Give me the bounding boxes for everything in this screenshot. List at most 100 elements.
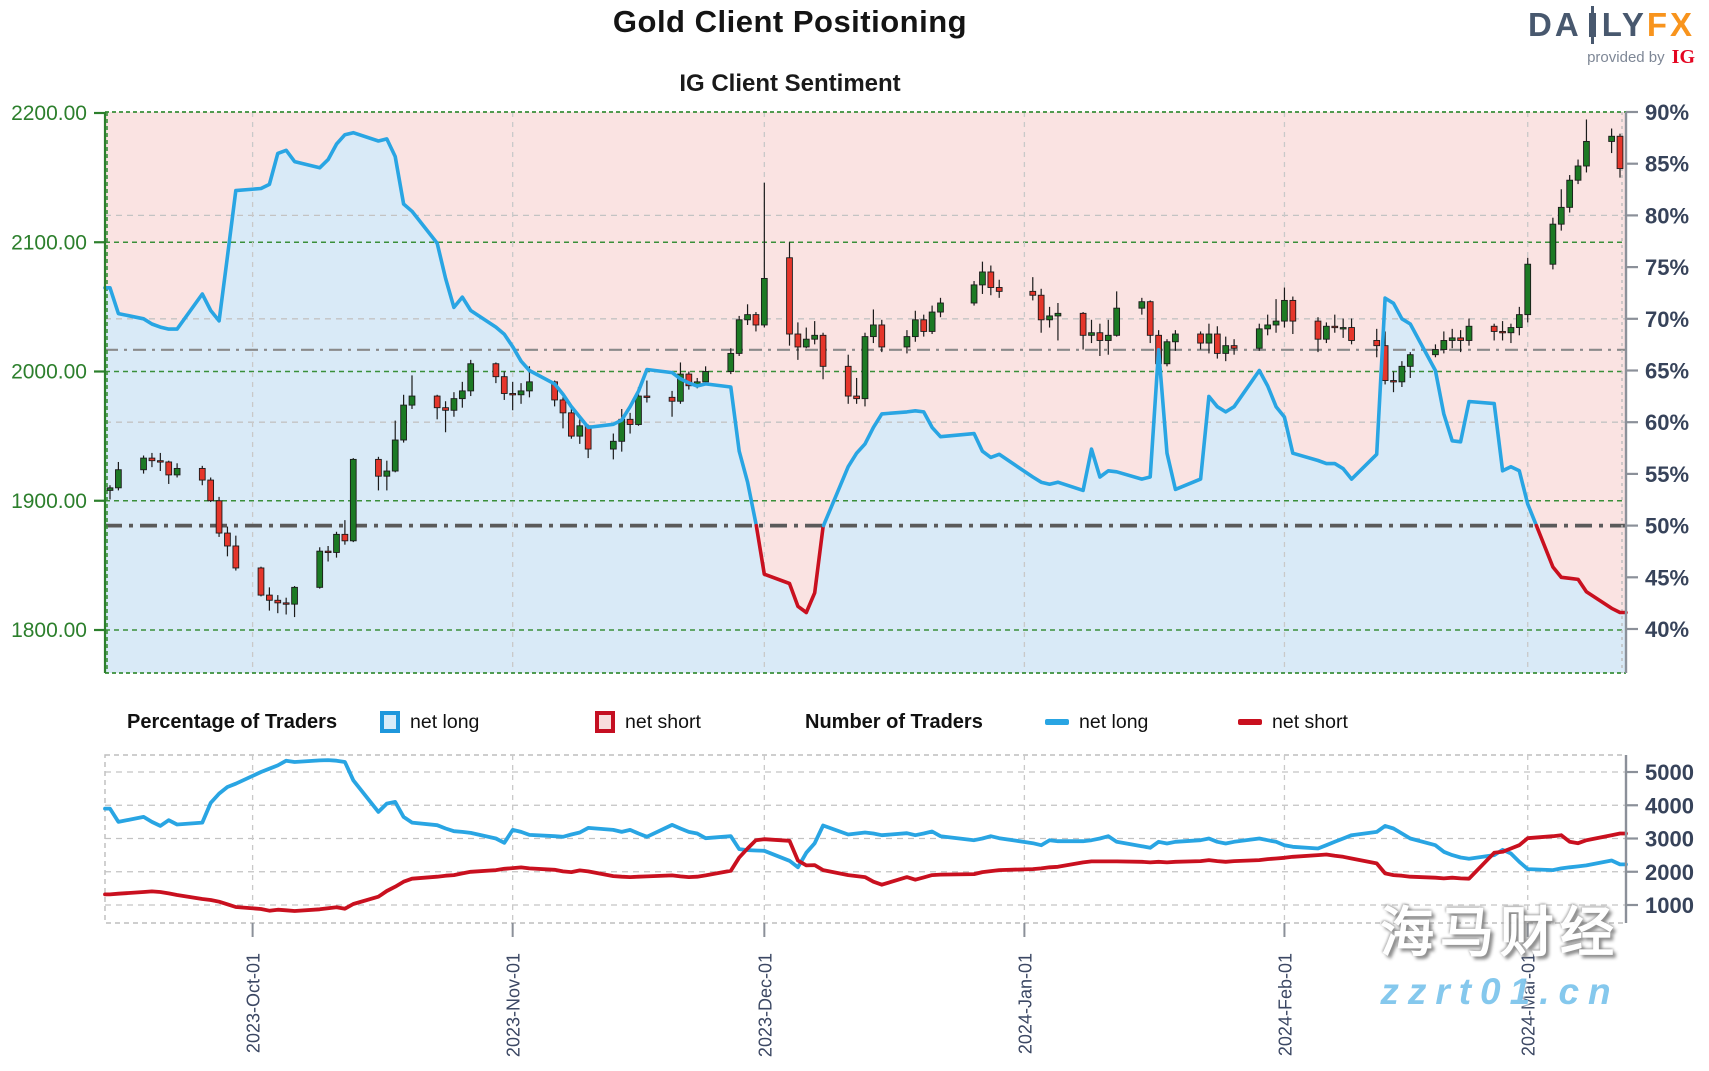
candle-up [1549, 223, 1557, 265]
lower-gridlines [104, 754, 1627, 937]
candle-up [1088, 332, 1095, 336]
candle-up [760, 277, 768, 326]
candle-up [458, 390, 466, 400]
trader-count-lines [103, 758, 1628, 913]
sentiment-net-short-segment [1534, 523, 1628, 615]
candlestick-i-icon [1588, 6, 1596, 44]
legend-num-short-label: net short [1272, 710, 1348, 733]
candle-up [1222, 345, 1230, 354]
candle-up [1323, 325, 1330, 340]
candle-up [702, 371, 709, 383]
candle-down [500, 376, 508, 394]
candle-down [1096, 332, 1104, 341]
candle-down [1490, 325, 1498, 332]
candle-up [870, 324, 877, 338]
lower-axes: 5000 4000 3000 2000 1000 [1624, 755, 1694, 923]
candle-up [802, 338, 810, 348]
legend-pct-header: Percentage of Traders [127, 710, 338, 733]
candle-up [1054, 312, 1062, 317]
sentiment-net-long-segment [103, 130, 759, 528]
candle-down [643, 395, 651, 398]
candle-down [509, 393, 517, 396]
candle-down [1499, 330, 1506, 334]
candle-down [1348, 327, 1355, 341]
x-axis-month-label: 2024-Feb-01 [1275, 953, 1295, 1056]
candle-down [1079, 312, 1087, 336]
candle-up [1264, 324, 1272, 330]
candle-down [584, 425, 592, 450]
candle-down [1331, 325, 1339, 329]
count-line-net-long [103, 758, 1628, 872]
candle-down [224, 532, 231, 547]
candle-down [1037, 294, 1045, 321]
price-axis-label: 2200.00 [11, 102, 87, 125]
candle-up [1255, 328, 1263, 349]
candle-up [1515, 314, 1523, 329]
candle-down [752, 314, 760, 326]
candle-up [391, 439, 399, 472]
pct-axis-label: 80% [1645, 203, 1689, 228]
candle-down [148, 457, 156, 462]
count-axis-label: 3000 [1645, 827, 1694, 852]
candle-up [576, 425, 584, 437]
candle-down [794, 333, 802, 348]
candle-up [979, 271, 986, 286]
candle-down [786, 257, 793, 335]
pct-axis-label: 50% [1645, 514, 1689, 539]
logo-text-da: DA [1528, 6, 1582, 43]
candle-up [635, 395, 642, 425]
candle-up [677, 373, 684, 402]
candle-up [1566, 179, 1574, 208]
legend-pct-short-label: net short [625, 710, 701, 733]
candle-down [156, 460, 164, 463]
candle-up [1398, 365, 1406, 383]
candle-up [1406, 354, 1414, 367]
x-axis-labels: 2023-Oct-01 2023-Nov-01 2023-Dec-01 2024-Ja… [244, 953, 1539, 1057]
candle-up [349, 458, 357, 542]
candle-down [1146, 301, 1154, 336]
candle-up [1046, 315, 1053, 321]
candle-down [433, 395, 441, 409]
candle-down [995, 287, 1003, 292]
candle-up [609, 440, 617, 450]
price-candles [106, 119, 1624, 618]
candle-down [165, 461, 173, 476]
candle-up [1163, 341, 1171, 365]
candle-up [735, 319, 743, 354]
logo-text-fx: FX [1646, 6, 1695, 43]
upper-plot-border [105, 111, 1626, 674]
candle-up [1104, 334, 1112, 341]
candle-up [467, 363, 475, 392]
candle-down [568, 412, 575, 437]
candle-down [375, 458, 382, 477]
pct-axis-label: 40% [1645, 617, 1689, 642]
candle-up [1465, 325, 1473, 341]
candle-up [333, 533, 340, 553]
candle-down [819, 334, 827, 367]
candle-down [1457, 337, 1464, 341]
count-axis-label: 1000 [1645, 893, 1694, 918]
candle-up [316, 550, 324, 588]
candle-up [911, 319, 919, 338]
legend-pct-long-label: net long [410, 710, 480, 733]
price-axis-label: 1800.00 [11, 619, 87, 642]
candle-up [1113, 307, 1121, 336]
candle-up [1448, 337, 1456, 341]
count-axis-label: 2000 [1645, 860, 1694, 885]
legend-pct-shortswatch-icon [595, 701, 615, 743]
sentiment-line [103, 130, 1628, 615]
page-title: Gold Client Positioning [0, 4, 1580, 40]
candle-up [115, 469, 122, 489]
candle-up [861, 336, 869, 400]
candle-up [903, 336, 911, 348]
provided-by-text: provided by [1587, 49, 1665, 66]
candle-down [215, 500, 223, 534]
candle-down [1289, 299, 1297, 322]
ig-logo: IG [1671, 46, 1695, 68]
candle-up [1583, 140, 1590, 167]
candle-up [928, 311, 936, 332]
candle-up [106, 487, 114, 491]
count-axis-label: 5000 [1645, 760, 1694, 785]
candle-up [526, 381, 533, 392]
candle-up [1138, 301, 1146, 309]
